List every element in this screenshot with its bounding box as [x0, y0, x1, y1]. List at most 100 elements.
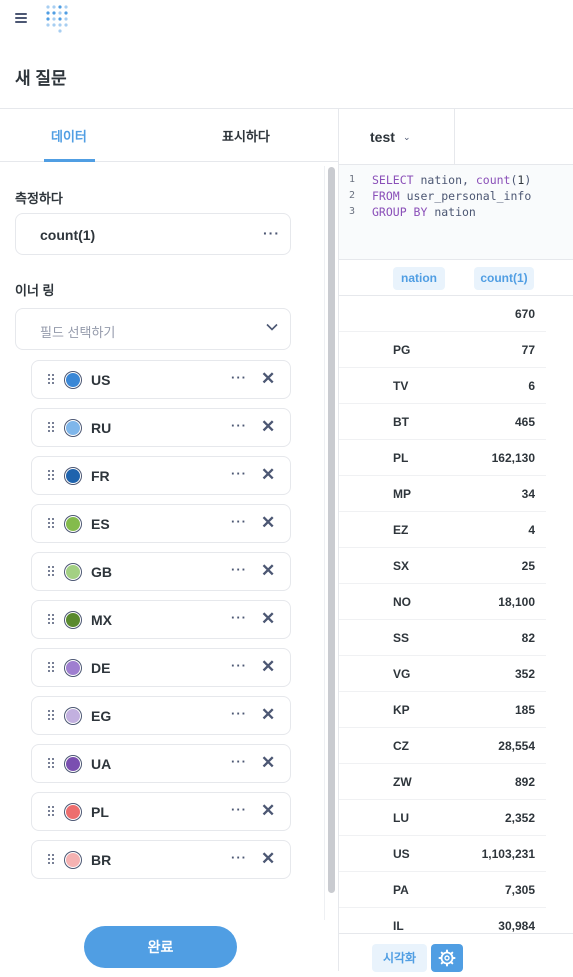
color-swatch[interactable]	[65, 852, 81, 868]
inner-ring-item[interactable]: BR ··· ✕	[31, 840, 291, 879]
column-header-nation[interactable]: nation	[393, 267, 445, 290]
cell-nation[interactable]: SX	[393, 559, 410, 573]
cell-count[interactable]: 465	[514, 415, 535, 429]
color-swatch[interactable]	[65, 468, 81, 484]
cell-count[interactable]: 1,103,231	[481, 847, 535, 861]
cell-nation[interactable]: PL	[393, 451, 409, 465]
drag-handle-icon[interactable]	[48, 614, 56, 626]
more-icon[interactable]: ···	[231, 706, 247, 721]
close-icon[interactable]: ✕	[261, 657, 276, 676]
chevron-down-icon[interactable]: ⌄	[403, 132, 411, 142]
cell-count[interactable]: 352	[514, 667, 535, 681]
color-swatch[interactable]	[65, 564, 81, 580]
cell-count[interactable]: 34	[521, 487, 535, 501]
color-swatch[interactable]	[65, 708, 81, 724]
measure-field[interactable]: count(1) ···	[15, 213, 291, 255]
more-icon[interactable]: ···	[231, 514, 247, 529]
drag-handle-icon[interactable]	[48, 422, 56, 434]
drag-handle-icon[interactable]	[48, 374, 56, 386]
more-icon[interactable]: ···	[231, 610, 247, 625]
cell-count[interactable]: 4	[528, 523, 535, 537]
close-icon[interactable]: ✕	[261, 705, 276, 724]
cell-nation[interactable]: NO	[393, 595, 411, 609]
cell-count[interactable]: 25	[521, 559, 535, 573]
cell-nation[interactable]: EZ	[393, 523, 409, 537]
cell-nation[interactable]: SS	[393, 631, 410, 645]
inner-ring-item[interactable]: DE ··· ✕	[31, 648, 291, 687]
drag-handle-icon[interactable]	[48, 662, 56, 674]
cell-count[interactable]: 82	[521, 631, 535, 645]
more-icon[interactable]: ···	[231, 850, 247, 865]
close-icon[interactable]: ✕	[261, 465, 276, 484]
inner-ring-item[interactable]: PL ··· ✕	[31, 792, 291, 831]
close-icon[interactable]: ✕	[261, 561, 276, 580]
cell-nation[interactable]: MP	[393, 487, 411, 501]
cell-nation[interactable]: TV	[393, 379, 409, 393]
more-icon[interactable]: ···	[231, 466, 247, 481]
close-icon[interactable]: ✕	[261, 417, 276, 436]
inner-ring-field-select[interactable]: 필드 선택하기	[15, 308, 291, 350]
cell-nation[interactable]: IL	[393, 919, 404, 933]
color-swatch[interactable]	[65, 804, 81, 820]
color-swatch[interactable]	[65, 660, 81, 676]
scrollbar-thumb[interactable]	[328, 167, 335, 893]
drag-handle-icon[interactable]	[48, 854, 56, 866]
cell-nation[interactable]: LU	[393, 811, 409, 825]
settings-button[interactable]	[431, 944, 463, 972]
done-button[interactable]: 완료	[84, 926, 237, 968]
cell-count[interactable]: 30,984	[498, 919, 535, 933]
color-swatch[interactable]	[65, 372, 81, 388]
menu-icon[interactable]	[15, 13, 27, 23]
tab-data[interactable]: 데이터	[51, 129, 87, 144]
cell-count[interactable]: 670	[514, 307, 535, 321]
close-icon[interactable]: ✕	[261, 801, 276, 820]
cell-count[interactable]: 7,305	[504, 883, 535, 897]
drag-handle-icon[interactable]	[48, 566, 56, 578]
color-swatch[interactable]	[65, 612, 81, 628]
cell-nation[interactable]: ZW	[393, 775, 412, 789]
metabase-logo-icon[interactable]	[45, 4, 73, 36]
cell-nation[interactable]: US	[393, 847, 410, 861]
inner-ring-item[interactable]: FR ··· ✕	[31, 456, 291, 495]
inner-ring-item[interactable]: GB ··· ✕	[31, 552, 291, 591]
close-icon[interactable]: ✕	[261, 753, 276, 772]
drag-handle-icon[interactable]	[48, 710, 56, 722]
tab-display[interactable]: 표시하다	[222, 129, 270, 144]
drag-handle-icon[interactable]	[48, 470, 56, 482]
more-icon[interactable]: ···	[231, 370, 247, 385]
cell-count[interactable]: 28,554	[498, 739, 535, 753]
drag-handle-icon[interactable]	[48, 806, 56, 818]
more-icon[interactable]: ···	[231, 802, 247, 817]
inner-ring-item[interactable]: UA ··· ✕	[31, 744, 291, 783]
inner-ring-item[interactable]: EG ··· ✕	[31, 696, 291, 735]
database-picker[interactable]: test	[370, 129, 395, 145]
inner-ring-item[interactable]: ES ··· ✕	[31, 504, 291, 543]
cell-count[interactable]: 2,352	[504, 811, 535, 825]
color-swatch[interactable]	[65, 420, 81, 436]
more-icon[interactable]: ···	[231, 754, 247, 769]
more-icon[interactable]: ···	[263, 225, 280, 241]
cell-count[interactable]: 77	[521, 343, 535, 357]
cell-count[interactable]: 892	[514, 775, 535, 789]
cell-count[interactable]: 6	[528, 379, 535, 393]
cell-nation[interactable]: BT	[393, 415, 409, 429]
cell-nation[interactable]: KP	[393, 703, 410, 717]
visualize-button[interactable]: 시각화	[372, 944, 427, 972]
drag-handle-icon[interactable]	[48, 758, 56, 770]
more-icon[interactable]: ···	[231, 658, 247, 673]
more-icon[interactable]: ···	[231, 562, 247, 577]
column-header-count[interactable]: count(1)	[474, 267, 534, 290]
cell-count[interactable]: 18,100	[498, 595, 535, 609]
more-icon[interactable]: ···	[231, 418, 247, 433]
inner-ring-item[interactable]: RU ··· ✕	[31, 408, 291, 447]
close-icon[interactable]: ✕	[261, 849, 276, 868]
inner-ring-item[interactable]: US ··· ✕	[31, 360, 291, 399]
drag-handle-icon[interactable]	[48, 518, 56, 530]
cell-nation[interactable]: PG	[393, 343, 411, 357]
inner-ring-item[interactable]: MX ··· ✕	[31, 600, 291, 639]
color-swatch[interactable]	[65, 756, 81, 772]
color-swatch[interactable]	[65, 516, 81, 532]
sql-editor[interactable]: 1 2 3 SELECT nation, count(1) FROM user_…	[339, 165, 573, 260]
close-icon[interactable]: ✕	[261, 369, 276, 388]
close-icon[interactable]: ✕	[261, 513, 276, 532]
